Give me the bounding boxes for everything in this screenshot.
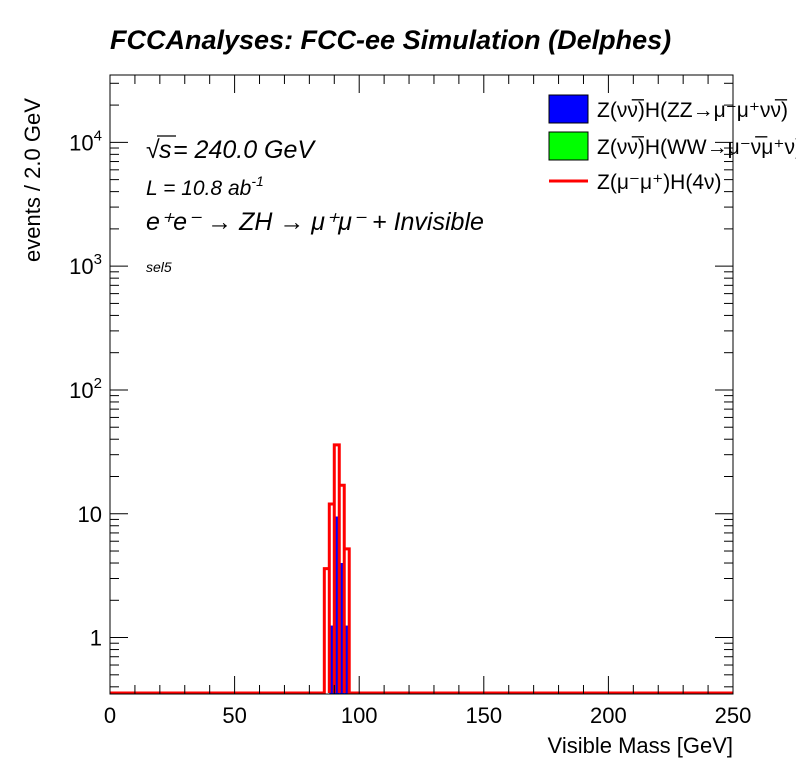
- y-axis-ticks: 1 10 102 103 104: [69, 82, 733, 688]
- histogram-bars: [110, 443, 733, 695]
- x-tick-label: 50: [222, 703, 246, 728]
- sqrt-s-label: s: [159, 136, 172, 164]
- x-tick-label: 200: [590, 703, 627, 728]
- x-tick-label: 150: [465, 703, 502, 728]
- bar-s0-b1: [334, 516, 340, 694]
- x-axis-label: Visible Mass [GeV]: [548, 733, 733, 758]
- process-label: e⁺e⁻ → ZH → μ⁺μ⁻ + Invisible: [146, 208, 484, 236]
- chart-title: FCCAnalyses: FCC-ee Simulation (Delphes): [110, 25, 671, 55]
- lumi-label: L = 10.8 ab-1: [146, 173, 264, 200]
- selection-label: sel5: [146, 259, 172, 275]
- x-tick-label: 100: [341, 703, 378, 728]
- bar-s0-b2: [339, 563, 345, 694]
- legend-label-0: Z(νν̅)H(ZZ→μ⁻μ⁺νν̅): [597, 99, 788, 122]
- y-axis-label: events / 2.0 GeV: [20, 98, 45, 262]
- y-tick-label: 10: [78, 502, 102, 527]
- bar-s0-b0: [329, 625, 335, 694]
- legend-swatch-0: [548, 94, 589, 124]
- plot-frame: [109, 74, 734, 695]
- legend-label-2: Z(μ⁻μ⁺)H(4ν): [597, 171, 722, 194]
- y-tick-label: 102: [69, 375, 102, 403]
- x-tick-label: 0: [104, 703, 116, 728]
- plot-border: [109, 74, 734, 695]
- x-tick-label: 250: [715, 703, 752, 728]
- energy-label: = 240.0 GeV: [173, 136, 316, 164]
- y-tick-label: 1: [90, 626, 102, 651]
- y-tick-label: 104: [69, 127, 102, 155]
- legend-swatch-1: [548, 131, 589, 161]
- step-line-s2: [110, 443, 733, 695]
- legend-label-1: Z(νν̅)H(WW→μ⁻ν̅μ⁺ν): [597, 136, 796, 159]
- bar-s0-b3: [344, 625, 350, 694]
- sqrt-symbol: √: [146, 136, 160, 164]
- annotations: √ s = 240.0 GeV L = 10.8 ab-1 e⁺e⁻ → ZH …: [146, 135, 484, 275]
- y-tick-label: 103: [69, 251, 102, 279]
- legend: Z(νν̅)H(ZZ→μ⁻μ⁺νν̅) Z(νν̅)H(WW→μ⁻ν̅μ⁺ν) Z(…: [548, 94, 796, 194]
- x-axis-ticks: 0 50 100 150 200 250: [104, 75, 751, 728]
